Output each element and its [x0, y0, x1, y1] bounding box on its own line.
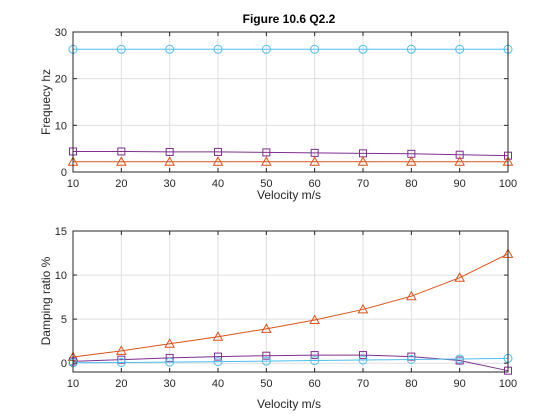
x-tick-label: 80: [405, 178, 417, 190]
data-point-marker: [262, 351, 271, 360]
data-point-marker: [213, 44, 223, 54]
y-tick-label: 20: [55, 74, 67, 86]
bottom-y-axis-label: Damping ratio %: [39, 256, 53, 345]
y-tick-label: 30: [55, 27, 67, 39]
data-point-marker: [115, 345, 127, 355]
data-point-marker: [212, 156, 224, 166]
x-tick-label: 30: [164, 378, 176, 390]
x-tick-label: 70: [357, 378, 369, 390]
data-point-marker: [454, 156, 466, 166]
data-point-marker: [115, 156, 127, 166]
damping-subplot: Velocity m/s Damping ratio % 10 20 30 40 50 6…: [39, 226, 517, 411]
data-point-marker: [214, 147, 222, 156]
figure-title: Figure 10.6 Q2.2: [243, 12, 336, 26]
data-point-marker: [261, 356, 271, 366]
top-x-axis-label: Velocity m/s: [257, 188, 321, 202]
data-point-marker: [357, 156, 369, 166]
data-point-marker: [310, 356, 320, 366]
data-point-marker: [213, 357, 223, 367]
data-point-marker: [165, 353, 174, 362]
y-tick-label: 0: [61, 167, 67, 179]
x-tick-label: 40: [212, 178, 224, 190]
data-point-marker: [165, 147, 174, 156]
data-point-marker: [455, 354, 465, 364]
data-point-marker: [454, 272, 466, 282]
x-tick-label: 60: [309, 178, 321, 190]
y-tick-label: 0: [61, 358, 67, 370]
data-point-marker: [116, 44, 126, 54]
data-point-marker: [359, 351, 367, 360]
data-point-marker: [405, 290, 417, 301]
series-line: [72, 253, 509, 358]
axes-frame: [72, 230, 509, 373]
data-point-marker: [117, 147, 126, 156]
data-point-marker: [164, 338, 176, 348]
x-tick-label: 20: [115, 378, 127, 390]
data-point-marker: [406, 354, 416, 364]
data-point-marker: [405, 156, 417, 166]
y-tick-label: 10: [55, 120, 67, 132]
x-tick-label: 80: [405, 378, 417, 390]
data-point-marker: [214, 352, 222, 361]
series-line: [72, 357, 509, 364]
x-tick-label: 90: [454, 378, 466, 390]
data-point-marker: [116, 357, 126, 367]
top-y-axis-label: Frequecy hz: [39, 69, 53, 135]
data-point-marker: [262, 148, 271, 157]
x-tick-label: 20: [115, 178, 127, 190]
data-point-marker: [455, 44, 465, 54]
data-point-marker: [309, 156, 321, 166]
data-point-marker: [165, 357, 175, 367]
x-tick-label: 30: [164, 178, 176, 190]
bottom-x-axis-label: Velocity m/s: [257, 397, 321, 411]
x-tick-label: 10: [67, 378, 79, 390]
y-tick-label: 10: [55, 270, 67, 282]
x-tick-label: 10: [67, 178, 79, 190]
x-tick-label: 100: [499, 378, 517, 390]
data-point-marker: [260, 156, 272, 166]
data-point-marker: [164, 156, 176, 166]
data-point-marker: [406, 44, 416, 54]
x-tick-label: 50: [260, 178, 272, 190]
data-point-marker: [212, 331, 224, 341]
x-tick-label: 40: [212, 378, 224, 390]
series-line: [73, 150, 509, 157]
data-point-marker: [357, 303, 369, 314]
data-point-marker: [260, 323, 272, 333]
data-point-marker: [165, 44, 175, 54]
x-tick-label: 90: [454, 178, 466, 190]
y-tick-label: 15: [55, 226, 67, 238]
x-tick-label: 50: [260, 378, 272, 390]
x-tick-label: 70: [357, 178, 369, 190]
x-tick-label: 60: [309, 378, 321, 390]
axes-frame: [72, 31, 509, 173]
y-tick-label: 5: [61, 314, 67, 326]
data-point-marker: [261, 44, 271, 54]
data-point-marker: [358, 44, 368, 54]
series-line: [72, 354, 509, 372]
data-point-marker: [358, 355, 368, 365]
data-point-marker: [310, 351, 319, 360]
data-point-marker: [407, 352, 416, 361]
frequency-subplot: Figure 10.6 Q2.2 Velocity m/s Frequecy h…: [39, 12, 517, 202]
data-point-marker: [310, 44, 320, 54]
data-point-marker: [309, 314, 321, 325]
x-tick-label: 100: [499, 178, 517, 190]
